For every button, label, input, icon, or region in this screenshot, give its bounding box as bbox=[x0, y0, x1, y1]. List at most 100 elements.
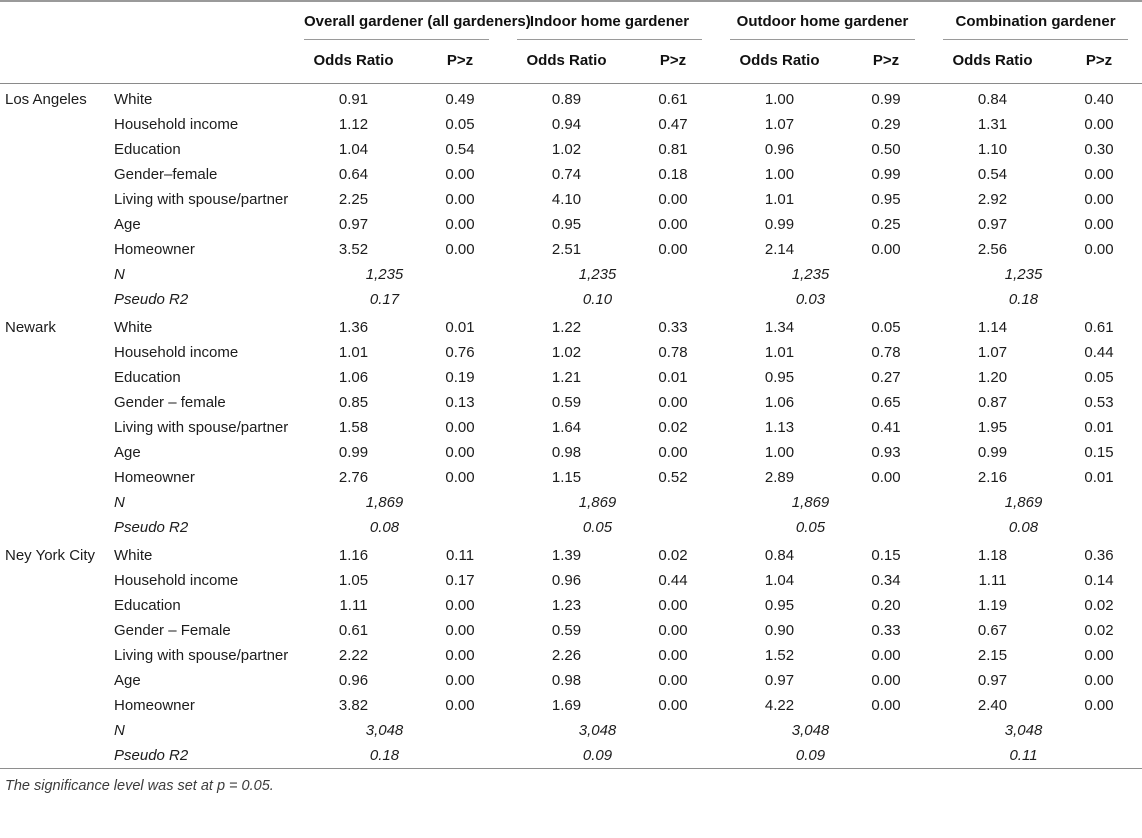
odds-ratio-cell: 0.59 bbox=[551, 622, 582, 639]
odds-ratio-cell: 2.14 bbox=[764, 241, 795, 258]
pseudo-r2-value-cell: 0.08 bbox=[369, 519, 400, 536]
p-value-cell: 0.00 bbox=[1084, 191, 1114, 208]
odds-ratio-cell: 1.11 bbox=[978, 572, 1007, 589]
odds-ratio-cell: 1.13 bbox=[764, 419, 795, 436]
variable-cell: Age bbox=[114, 216, 141, 233]
p-value-cell: 0.02 bbox=[658, 547, 688, 564]
p-value-cell: 0.44 bbox=[1084, 344, 1114, 361]
variable-cell: Homeowner bbox=[114, 469, 195, 486]
p-value-cell: 0.11 bbox=[445, 547, 475, 564]
odds-ratio-cell: 1.21 bbox=[551, 369, 582, 386]
odds-ratio-cell: 3.52 bbox=[338, 241, 369, 258]
p-value-cell: 0.00 bbox=[871, 469, 901, 486]
p-value-cell: 0.81 bbox=[658, 141, 688, 158]
variable-cell: Homeowner bbox=[114, 697, 195, 714]
n-value-cell: 1,869 bbox=[578, 494, 617, 511]
p-value-cell: 0.78 bbox=[871, 344, 901, 361]
odds-ratio-cell: 1.15 bbox=[551, 469, 582, 486]
odds-ratio-header: Odds Ratio bbox=[290, 40, 417, 84]
p-value-cell: 0.00 bbox=[445, 622, 475, 639]
odds-ratio-cell: 0.94 bbox=[551, 116, 582, 133]
p-value-cell: 0.00 bbox=[1084, 647, 1114, 664]
city-cell bbox=[0, 287, 112, 312]
variable-cell: Household income bbox=[114, 572, 239, 589]
p-value-cell: 0.76 bbox=[445, 344, 475, 361]
p-value-cell: 0.02 bbox=[1084, 622, 1114, 639]
odds-ratio-cell: 0.91 bbox=[338, 91, 369, 108]
odds-ratio-header: Odds Ratio bbox=[503, 40, 631, 84]
variable-cell: Education bbox=[114, 369, 181, 386]
p-value-cell: 0.00 bbox=[1084, 116, 1114, 133]
odds-ratio-cell: 0.85 bbox=[338, 394, 369, 411]
odds-ratio-cell: 0.59 bbox=[551, 394, 582, 411]
odds-ratio-cell: 2.22 bbox=[338, 647, 369, 664]
odds-ratio-cell: 2.51 bbox=[551, 241, 582, 258]
column-header-row: Odds Ratio P>z Odds Ratio P>z Odds Ratio… bbox=[0, 40, 1142, 84]
n-value-cell: 1,235 bbox=[791, 266, 830, 283]
group-header-row: Overall gardener (all gardeners) Indoor … bbox=[0, 1, 1142, 40]
city-cell bbox=[0, 693, 112, 718]
table-row: Living with spouse/partner 2.25 0.00 4.10 0.… bbox=[0, 187, 1142, 212]
p-value-cell: 0.29 bbox=[871, 116, 901, 133]
p-value-cell: 0.00 bbox=[1084, 166, 1114, 183]
p-value-cell: 0.00 bbox=[445, 241, 475, 258]
odds-ratio-cell: 1.11 bbox=[339, 597, 368, 614]
n-row: N 1,869 1,869 1,869 1,869 bbox=[0, 490, 1142, 515]
city-cell bbox=[0, 137, 112, 162]
n-value-cell: 1,869 bbox=[365, 494, 404, 511]
p-value-cell: 0.61 bbox=[1084, 319, 1114, 336]
odds-ratio-cell: 0.74 bbox=[551, 166, 582, 183]
odds-ratio-cell: 0.95 bbox=[764, 369, 795, 386]
odds-ratio-cell: 1.39 bbox=[551, 547, 582, 564]
significance-footnote: The significance level was set at p = 0.… bbox=[5, 778, 274, 794]
table-row: Ney York City White 1.16 0.11 1.39 0.02 0.84 0.… bbox=[0, 540, 1142, 568]
table-row: Household income 1.05 0.17 0.96 0.44 1.04 0.34… bbox=[0, 568, 1142, 593]
odds-ratio-cell: 1.01 bbox=[764, 191, 795, 208]
p-value-cell: 0.00 bbox=[871, 672, 901, 689]
odds-ratio-cell: 1.58 bbox=[338, 419, 369, 436]
p-value-cell: 0.00 bbox=[445, 672, 475, 689]
odds-ratio-cell: 2.76 bbox=[338, 469, 369, 486]
pseudo-r2-value-cell: 0.05 bbox=[795, 519, 826, 536]
p-value-cell: 0.99 bbox=[871, 91, 901, 108]
group-header-outdoor: Outdoor home gardener bbox=[716, 1, 929, 40]
p-value-cell: 0.00 bbox=[871, 697, 901, 714]
p-value-cell: 0.01 bbox=[1084, 469, 1114, 486]
city-cell: Ney York City bbox=[5, 547, 96, 564]
odds-ratio-cell: 0.97 bbox=[764, 672, 795, 689]
p-value-cell: 0.13 bbox=[445, 394, 475, 411]
odds-ratio-cell: 0.89 bbox=[551, 91, 582, 108]
variable-cell: Gender – female bbox=[114, 394, 226, 411]
p-value-cell: 0.00 bbox=[658, 672, 688, 689]
p-value-cell: 0.01 bbox=[445, 319, 475, 336]
table-row: Household income 1.12 0.05 0.94 0.47 1.07 0.29… bbox=[0, 112, 1142, 137]
table-row: Education 1.11 0.00 1.23 0.00 0.95 0.20 1.19 0.0… bbox=[0, 593, 1142, 618]
odds-ratio-cell: 0.97 bbox=[977, 216, 1008, 233]
n-value-cell: 1,235 bbox=[578, 266, 617, 283]
p-value-cell: 0.05 bbox=[1084, 369, 1114, 386]
table-row: Household income 1.01 0.76 1.02 0.78 1.01 0.78… bbox=[0, 340, 1142, 365]
odds-ratio-cell: 1.07 bbox=[764, 116, 795, 133]
odds-ratio-cell: 3.82 bbox=[338, 697, 369, 714]
p-value-cell: 0.00 bbox=[1084, 672, 1114, 689]
odds-ratio-cell: 0.97 bbox=[977, 672, 1008, 689]
table-row: Newark White 1.36 0.01 1.22 0.33 1.34 0.05 1.14 0… bbox=[0, 312, 1142, 340]
odds-ratio-cell: 1.69 bbox=[551, 697, 582, 714]
p-value-cell: 0.25 bbox=[871, 216, 901, 233]
odds-ratio-cell: 1.34 bbox=[764, 319, 795, 336]
city-cell bbox=[0, 743, 112, 769]
city-cell bbox=[0, 340, 112, 365]
odds-ratio-cell: 0.99 bbox=[338, 444, 369, 461]
city-cell bbox=[0, 465, 112, 490]
city-cell bbox=[0, 365, 112, 390]
table-row: Age 0.99 0.00 0.98 0.00 1.00 0.93 0.99 0.15 bbox=[0, 440, 1142, 465]
pseudo-r2-value-cell: 0.09 bbox=[582, 747, 613, 764]
table-row: Living with spouse/partner 2.22 0.00 2.26 0.… bbox=[0, 643, 1142, 668]
odds-ratio-cell: 0.96 bbox=[764, 141, 795, 158]
odds-ratio-cell: 1.64 bbox=[551, 419, 582, 436]
pseudo-r2-value-cell: 0.09 bbox=[795, 747, 826, 764]
odds-ratio-cell: 0.95 bbox=[551, 216, 582, 233]
odds-ratio-cell: 1.02 bbox=[551, 141, 582, 158]
table-row: Gender–female 0.64 0.00 0.74 0.18 1.00 0.99 0.5… bbox=[0, 162, 1142, 187]
p-value-cell: 0.49 bbox=[445, 91, 475, 108]
